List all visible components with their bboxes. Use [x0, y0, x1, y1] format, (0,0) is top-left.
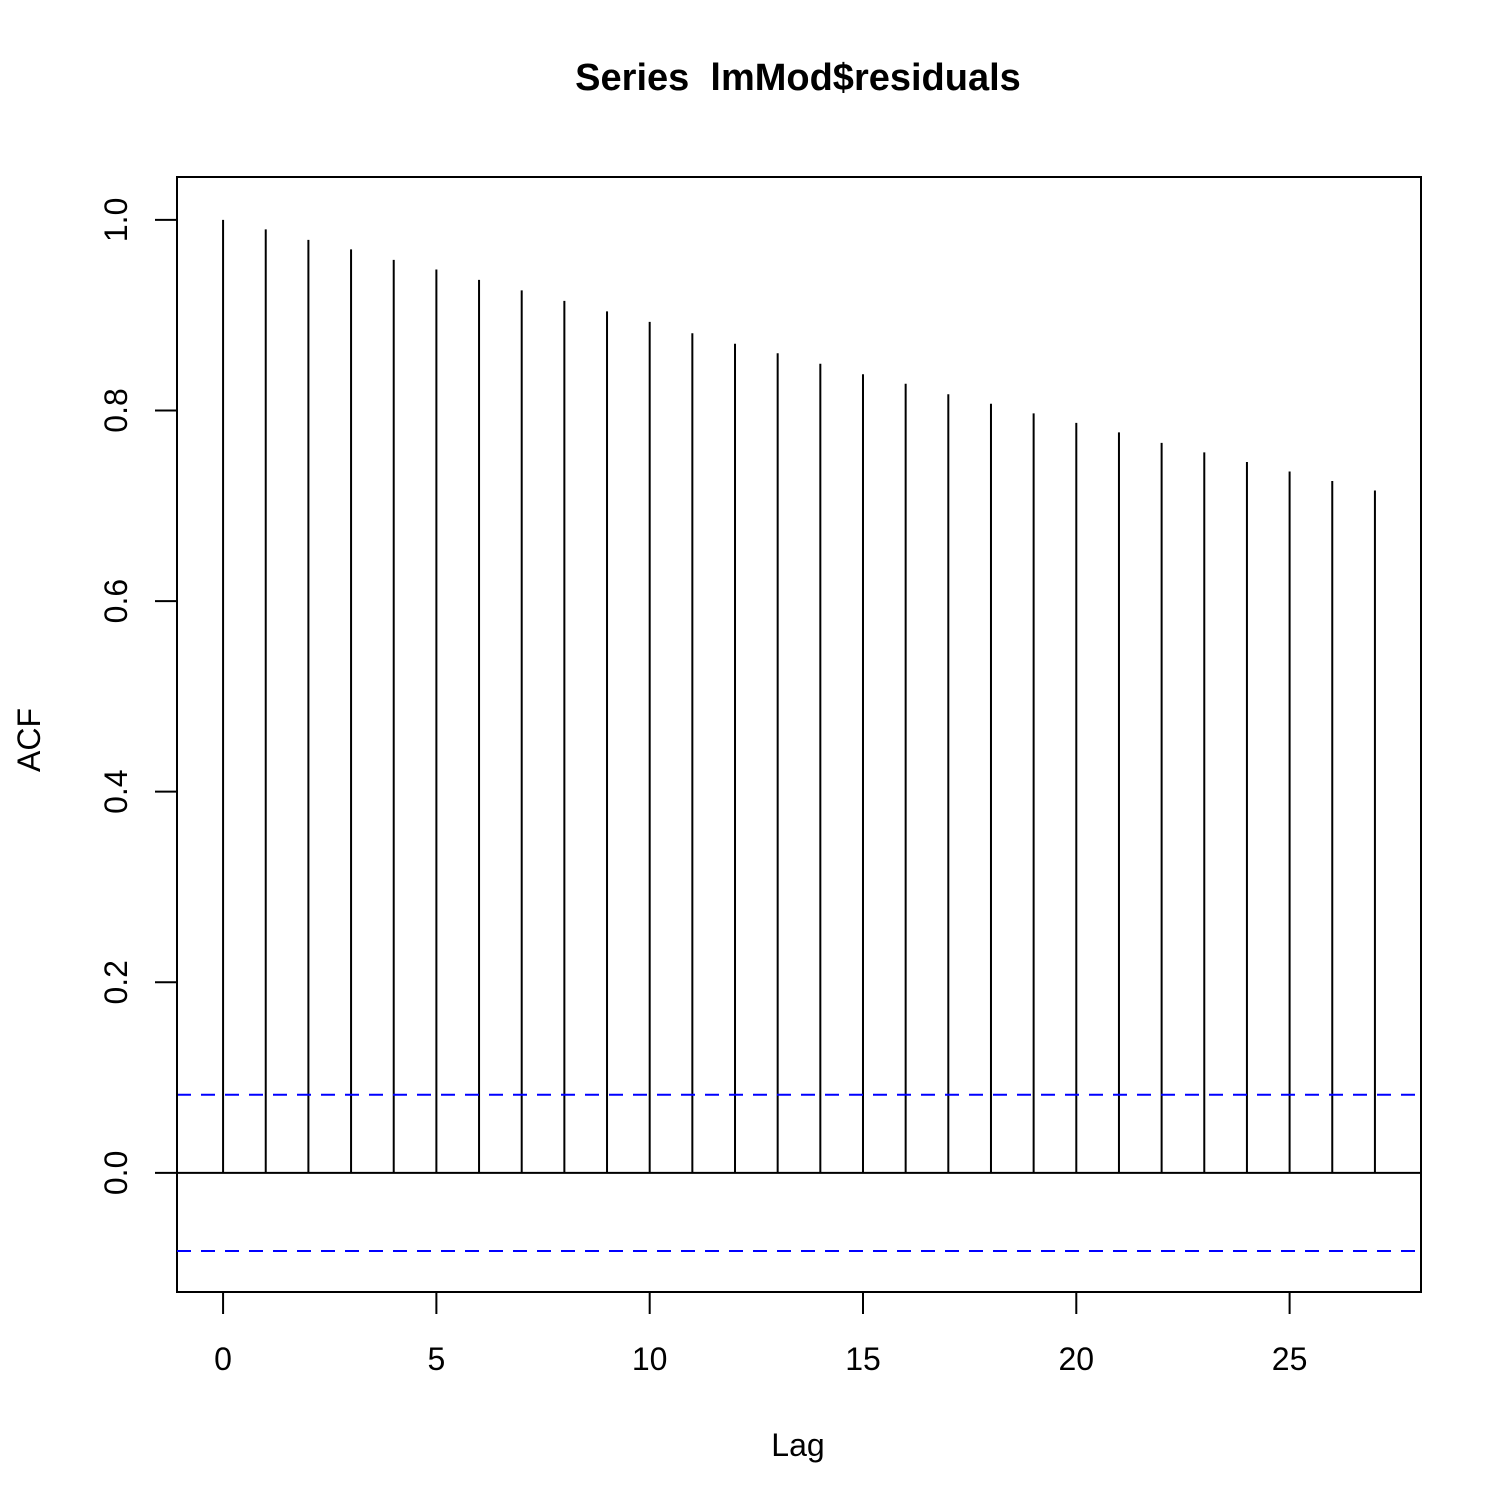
- x-tick-label: 0: [214, 1341, 232, 1377]
- x-tick-label: 5: [427, 1341, 445, 1377]
- y-tick-label: 0.0: [98, 1151, 134, 1195]
- x-tick-label: 15: [845, 1341, 881, 1377]
- x-tick-label: 25: [1272, 1341, 1308, 1377]
- acf-bars: [222, 219, 1376, 1173]
- y-tick-label: 0.6: [98, 579, 134, 623]
- chart-title: Series lmMod$residuals: [575, 57, 1021, 99]
- x-axis: 0 5 10 15 20 25: [214, 1291, 1308, 1377]
- plot-frame: [176, 176, 1422, 1293]
- x-tick-label: 20: [1059, 1341, 1095, 1377]
- y-tick-label: 0.2: [98, 960, 134, 1004]
- y-tick-label: 0.4: [98, 769, 134, 813]
- confidence-bounds: [177, 1093, 1421, 1253]
- x-tick-label: 10: [632, 1341, 668, 1377]
- x-axis-label: Lag: [771, 1427, 824, 1463]
- y-axis-label: ACF: [11, 708, 47, 772]
- y-axis: 0.0 0.2 0.4 0.6 0.8 1.0: [98, 198, 178, 1195]
- y-tick-label: 0.8: [98, 388, 134, 432]
- y-tick-label: 1.0: [98, 198, 134, 242]
